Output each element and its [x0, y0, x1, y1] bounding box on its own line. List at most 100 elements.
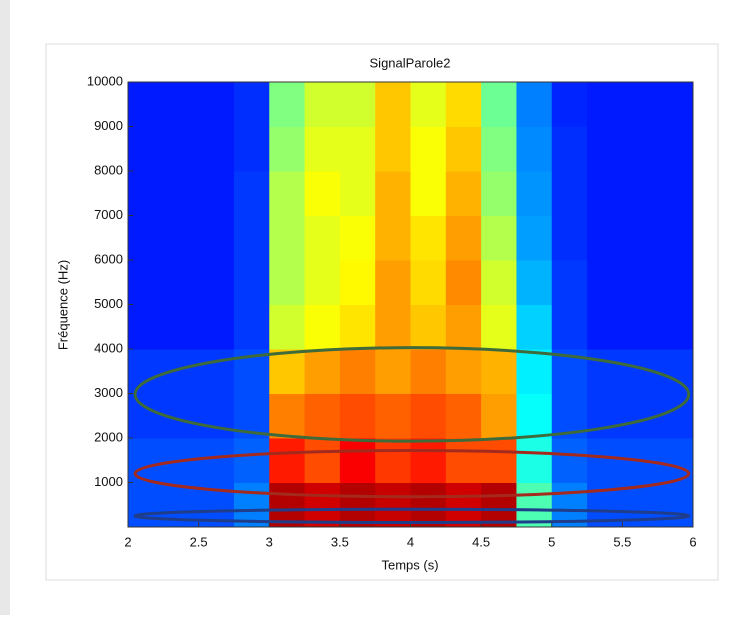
heat-cell: [516, 304, 553, 350]
heat-cell: [587, 393, 623, 439]
heat-cell: [339, 482, 376, 528]
heat-cell: [516, 171, 553, 216]
heat-cell: [481, 393, 517, 439]
heat-cell: [304, 171, 341, 216]
heat-cell: [339, 260, 376, 305]
heat-cell: [481, 171, 517, 216]
heat-cell: [163, 260, 200, 305]
heat-cell: [198, 438, 235, 483]
heat-cell: [128, 215, 164, 261]
heat-cell: [445, 438, 482, 483]
heat-cell: [445, 260, 482, 305]
heat-cell: [304, 438, 341, 483]
heat-cell: [269, 304, 306, 350]
heat-cell: [587, 171, 623, 216]
heat-cell: [516, 215, 553, 261]
y-axis-label: Fréquence (Hz): [55, 260, 70, 350]
heat-cell: [445, 215, 482, 261]
heat-cell: [587, 438, 623, 483]
heat-cell: [304, 126, 341, 172]
x-tick-label: 2: [124, 534, 131, 549]
heat-cell: [339, 438, 376, 483]
x-tick-label: 5: [548, 534, 555, 549]
heat-cell: [375, 304, 411, 350]
heat-cell: [128, 171, 164, 216]
heat-cell: [269, 438, 306, 483]
heat-cell: [304, 393, 341, 439]
heat-cell: [198, 260, 235, 305]
heat-cell: [657, 82, 694, 127]
heat-cell: [622, 171, 659, 216]
heat-cell: [269, 215, 306, 261]
heat-cell: [198, 171, 235, 216]
heat-cell: [233, 260, 270, 305]
heat-cell: [551, 215, 588, 261]
heat-cell: [304, 215, 341, 261]
heat-cell: [163, 304, 200, 350]
heat-cell: [198, 393, 235, 439]
heat-cell: [128, 126, 164, 172]
window-edge: [0, 0, 10, 615]
heat-cell: [269, 393, 306, 439]
heat-cell: [410, 215, 447, 261]
heat-cell: [198, 304, 235, 350]
heat-cell: [269, 260, 306, 305]
heat-cell: [198, 82, 235, 127]
heat-cell: [445, 82, 482, 127]
heat-cell: [516, 126, 553, 172]
heat-cell: [339, 126, 376, 172]
heat-cell: [233, 215, 270, 261]
x-tick-label: 3.5: [331, 534, 349, 549]
heat-cell: [445, 304, 482, 350]
x-tick-label: 3: [266, 534, 273, 549]
heat-cell: [375, 393, 411, 439]
heat-cell: [551, 304, 588, 350]
x-tick-label: 6: [689, 534, 696, 549]
heat-cell: [410, 438, 447, 483]
heat-cell: [128, 393, 164, 439]
heat-cell: [269, 349, 306, 394]
y-tick-label: 3000: [94, 385, 123, 400]
heat-cell: [233, 82, 270, 127]
heat-cell: [445, 349, 482, 394]
x-tick-label: 4.5: [472, 534, 490, 549]
heat-cell: [551, 171, 588, 216]
heat-cell: [339, 171, 376, 216]
heat-cell: [163, 126, 200, 172]
heat-cell: [410, 126, 447, 172]
heat-cell: [516, 260, 553, 305]
heat-cell: [587, 126, 623, 172]
heat-cell: [128, 82, 164, 127]
heat-cell: [128, 482, 164, 528]
heat-cell: [516, 82, 553, 127]
heat-cell: [375, 482, 411, 528]
heat-cell: [587, 82, 623, 127]
heat-cell: [375, 215, 411, 261]
heat-cell: [445, 171, 482, 216]
heat-cell: [198, 349, 235, 394]
heat-cell: [339, 349, 376, 394]
heat-cell: [163, 82, 200, 127]
heat-cell: [445, 482, 482, 528]
heat-cell: [657, 304, 694, 350]
heat-cell: [304, 82, 341, 127]
heat-cell: [410, 260, 447, 305]
heat-cell: [587, 304, 623, 350]
heat-cell: [233, 126, 270, 172]
y-tick-label: 10000: [87, 73, 123, 88]
y-tick-label: 9000: [94, 118, 123, 133]
heat-cell: [551, 82, 588, 127]
heat-cell: [375, 82, 411, 127]
heat-cell: [410, 304, 447, 350]
annotation-ellipse: [133, 507, 691, 525]
heat-cell: [516, 438, 553, 483]
heat-cell: [622, 260, 659, 305]
heat-cell: [481, 82, 517, 127]
heat-cell: [516, 349, 553, 394]
chart-title: SignalParole2: [370, 55, 451, 70]
heat-cell: [269, 171, 306, 216]
y-tick-label: 7000: [94, 207, 123, 222]
heat-cell: [339, 393, 376, 439]
x-tick-label: 4: [407, 534, 414, 549]
heat-cell: [551, 126, 588, 172]
